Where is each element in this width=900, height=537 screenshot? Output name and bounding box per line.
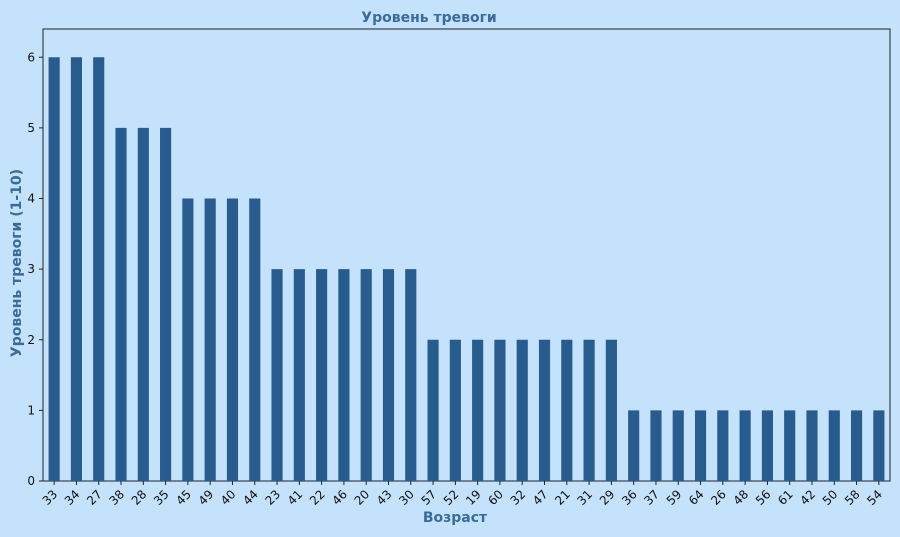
x-tick-label: 27 xyxy=(84,487,105,508)
bar-50 xyxy=(828,410,840,481)
bar-38 xyxy=(115,127,127,481)
y-tick-label: 2 xyxy=(27,333,35,347)
bars-group xyxy=(48,57,885,481)
bar-54 xyxy=(873,410,885,481)
x-tick-label: 21 xyxy=(552,487,573,508)
bar-21 xyxy=(561,339,573,481)
bar-57 xyxy=(427,339,439,481)
y-tick-label: 1 xyxy=(27,403,35,417)
x-tick-label: 44 xyxy=(240,487,261,508)
bar-60 xyxy=(494,339,506,481)
bar-49 xyxy=(204,198,216,481)
x-tick-label: 59 xyxy=(664,487,685,508)
bar-59 xyxy=(672,410,684,481)
x-tick-label: 42 xyxy=(797,487,818,508)
y-axis-label: Уровень тревоги (1-10) xyxy=(9,169,25,357)
x-tick-label: 36 xyxy=(619,487,640,508)
bar-40 xyxy=(226,198,239,481)
bar-48 xyxy=(739,410,751,481)
bar-29 xyxy=(605,339,617,481)
x-tick-label: 33 xyxy=(40,487,61,508)
y-axis: 0 1 2 3 4 5 6 xyxy=(27,50,43,488)
x-tick-label: 41 xyxy=(285,487,306,508)
bar-19 xyxy=(472,339,484,481)
x-tick-label: 57 xyxy=(418,487,439,508)
bar-52 xyxy=(449,339,461,481)
x-tick-label: 43 xyxy=(374,487,395,508)
y-tick-label: 5 xyxy=(27,121,35,135)
x-tick-label: 56 xyxy=(753,487,774,508)
x-tick-label: 38 xyxy=(106,487,127,508)
x-tick-label: 19 xyxy=(463,487,484,508)
x-tick-label: 50 xyxy=(820,487,841,508)
bar-41 xyxy=(293,269,305,481)
x-tick-label: 29 xyxy=(597,487,618,508)
bar-30 xyxy=(405,269,417,481)
y-tick-label: 6 xyxy=(27,50,35,64)
bar-37 xyxy=(650,410,662,481)
bar-35 xyxy=(160,127,172,481)
bar-44 xyxy=(249,198,261,481)
x-tick-label: 46 xyxy=(329,487,350,508)
bar-32 xyxy=(516,339,528,481)
x-tick-label: 54 xyxy=(864,487,885,508)
x-tick-label: 30 xyxy=(396,487,417,508)
x-tick-label: 60 xyxy=(485,487,506,508)
y-tick-label: 0 xyxy=(27,474,35,488)
bar-26 xyxy=(717,410,729,481)
bar-36 xyxy=(628,410,640,481)
chart-title: Уровень тревоги xyxy=(361,10,496,26)
x-tick-label: 49 xyxy=(196,487,217,508)
bar-64 xyxy=(694,410,707,481)
x-tick-label: 23 xyxy=(262,487,283,508)
x-tick-label: 45 xyxy=(173,487,194,508)
bar-46 xyxy=(338,269,350,481)
x-axis-label: Возраст xyxy=(423,510,488,526)
x-tick-label: 34 xyxy=(62,487,83,508)
bar-23 xyxy=(271,269,283,481)
x-tick-label: 32 xyxy=(508,487,529,508)
x-tick-label: 20 xyxy=(352,487,373,508)
x-tick-label: 48 xyxy=(731,487,752,508)
bar-56 xyxy=(761,410,773,481)
x-tick-label: 22 xyxy=(307,487,328,508)
bar-58 xyxy=(850,410,863,481)
bar-47 xyxy=(538,339,551,481)
y-tick-label: 3 xyxy=(27,262,35,276)
x-tick-label: 31 xyxy=(575,487,596,508)
bar-45 xyxy=(182,198,194,481)
x-tick-label: 47 xyxy=(530,487,551,508)
x-tick-label: 61 xyxy=(775,487,796,508)
bar-20 xyxy=(360,269,372,481)
x-tick-label: 40 xyxy=(218,487,239,508)
x-tick-label: 37 xyxy=(641,487,662,508)
bar-28 xyxy=(137,127,149,481)
bar-43 xyxy=(382,269,395,481)
bar-34 xyxy=(70,57,83,481)
x-axis: 33 34 27 38 28 35 45 49 40 44 23 41 22 46 20 43 30 57 52 19… xyxy=(40,481,885,508)
bar-31 xyxy=(583,339,595,481)
bar-27 xyxy=(93,57,105,481)
bar-33 xyxy=(48,57,60,481)
y-tick-label: 4 xyxy=(27,192,35,206)
x-tick-label: 58 xyxy=(842,487,863,508)
bar-22 xyxy=(316,269,328,481)
x-tick-label: 35 xyxy=(151,487,172,508)
bar-42 xyxy=(806,410,818,481)
x-tick-label: 26 xyxy=(708,487,729,508)
bar-61 xyxy=(784,410,796,481)
x-tick-label: 64 xyxy=(686,487,707,508)
x-tick-label: 52 xyxy=(441,487,462,508)
x-tick-label: 28 xyxy=(129,487,150,508)
plot-area xyxy=(42,28,891,482)
